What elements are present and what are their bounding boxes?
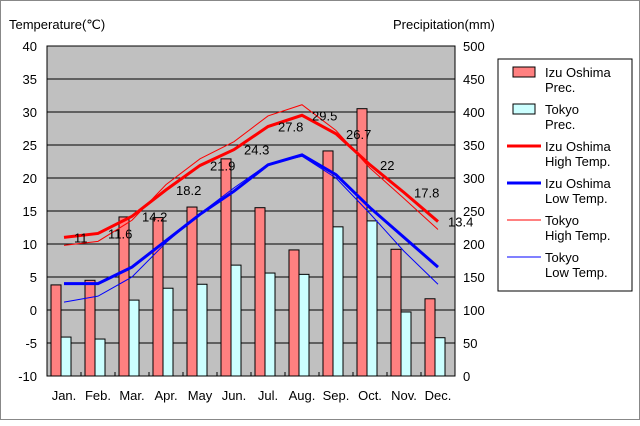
legend-label: Tokyo: [545, 102, 579, 117]
data-label: 17.8: [414, 186, 439, 201]
bar-izu-oshima-prec-: [118, 216, 130, 377]
legend-swatch: [512, 66, 536, 78]
data-label: 14.2: [142, 209, 167, 224]
legend-label: Prec.: [545, 80, 575, 95]
bar-izu-oshima-prec-: [356, 108, 368, 377]
bar-izu-oshima-prec-: [288, 249, 300, 377]
legend-label: Izu Oshima: [545, 176, 612, 191]
bar-tokyo-prec-: [230, 264, 242, 377]
y-left-tick: 35: [23, 72, 37, 87]
y-left-tick: -10: [18, 369, 37, 384]
y-right-tick: 350: [463, 138, 485, 153]
line-tokyo-low-temp-: [63, 155, 439, 303]
legend-label: Low Temp.: [545, 265, 608, 280]
bar-tokyo-prec-: [366, 220, 378, 377]
data-label: 24.3: [244, 143, 269, 158]
y-left-tick: 30: [23, 105, 37, 120]
data-label: 21.9: [210, 158, 235, 173]
bar-izu-oshima-prec-: [84, 279, 96, 377]
data-label: 11: [74, 230, 88, 245]
y-right-tick: 0: [463, 369, 470, 384]
x-tick-label: Sep.: [323, 388, 350, 403]
line-izu-oshima-high-temp-: [63, 113, 439, 239]
bar-izu-oshima-prec-: [254, 207, 266, 377]
y-right-tick: 300: [463, 171, 485, 186]
y-right-tick: 400: [463, 105, 485, 120]
x-tick-label: May: [188, 388, 213, 403]
y-right-tick: 50: [463, 336, 477, 351]
legend-label: Prec.: [545, 117, 575, 132]
y-right-tick: 250: [463, 204, 485, 219]
y-right-tick: 200: [463, 237, 485, 252]
y-left-tick: 0: [30, 303, 37, 318]
legend-label: High Temp.: [545, 228, 611, 243]
x-tick-label: Feb.: [85, 388, 111, 403]
legend-label: Izu Oshima: [545, 139, 612, 154]
bar-izu-oshima-prec-: [50, 284, 62, 377]
x-tick-label: Apr.: [154, 388, 177, 403]
bar-izu-oshima-prec-: [322, 150, 334, 377]
legend-label: Low Temp.: [545, 191, 608, 206]
bar-tokyo-prec-: [94, 338, 106, 377]
x-tick-label: Dec.: [425, 388, 452, 403]
x-tick-label: Mar.: [119, 388, 144, 403]
data-label: 29.5: [312, 108, 337, 123]
line-izu-oshima-low-temp-: [64, 153, 439, 286]
bar-tokyo-prec-: [128, 299, 140, 377]
bar-izu-oshima-prec-: [390, 248, 402, 377]
bar-tokyo-prec-: [60, 336, 72, 377]
legend-label: Tokyo: [545, 250, 579, 265]
legend-swatch: [512, 103, 536, 115]
y-left-label: Temperature(℃): [9, 17, 105, 32]
y-right-label: Precipitation(mm): [393, 17, 495, 32]
bar-tokyo-prec-: [264, 272, 276, 377]
x-tick-label: Oct.: [358, 388, 382, 403]
x-tick-label: Jun.: [222, 388, 247, 403]
line-tokyo-high-temp-: [63, 104, 439, 246]
bar-tokyo-prec-: [196, 283, 208, 377]
y-right-tick: 450: [463, 72, 485, 87]
bar-tokyo-prec-: [434, 337, 446, 377]
bar-tokyo-prec-: [298, 273, 310, 377]
legend-label: Izu Oshima: [545, 65, 612, 80]
y-left-tick: 25: [23, 138, 37, 153]
legend-label: Tokyo: [545, 213, 579, 228]
data-label: 26.7: [346, 127, 371, 142]
x-tick-label: Jan.: [52, 388, 77, 403]
bar-izu-oshima-prec-: [186, 206, 198, 377]
legend: [497, 58, 633, 292]
x-tick-label: Nov.: [391, 388, 417, 403]
x-tick-label: Jul.: [258, 388, 278, 403]
data-label: 27.8: [278, 120, 303, 135]
x-tick-label: Aug.: [289, 388, 316, 403]
bar-tokyo-prec-: [162, 287, 174, 377]
data-label: 13.4: [448, 215, 473, 230]
bar-tokyo-prec-: [400, 311, 412, 377]
y-right-tick: 150: [463, 270, 485, 285]
bar-tokyo-prec-: [332, 226, 344, 377]
y-left-tick: 20: [23, 171, 37, 186]
data-label: 18.2: [176, 183, 201, 198]
y-right-tick: 100: [463, 303, 485, 318]
y-left-tick: 5: [30, 270, 37, 285]
bar-izu-oshima-prec-: [152, 217, 164, 377]
y-left-tick: 40: [23, 39, 37, 54]
bar-izu-oshima-prec-: [424, 298, 436, 377]
y-left-tick: 15: [23, 204, 37, 219]
y-left-tick: -5: [25, 336, 37, 351]
y-right-tick: 500: [463, 39, 485, 54]
y-left-tick: 10: [23, 237, 37, 252]
data-label: 11.6: [108, 226, 132, 241]
data-label: 22: [380, 158, 394, 173]
legend-label: High Temp.: [545, 154, 611, 169]
